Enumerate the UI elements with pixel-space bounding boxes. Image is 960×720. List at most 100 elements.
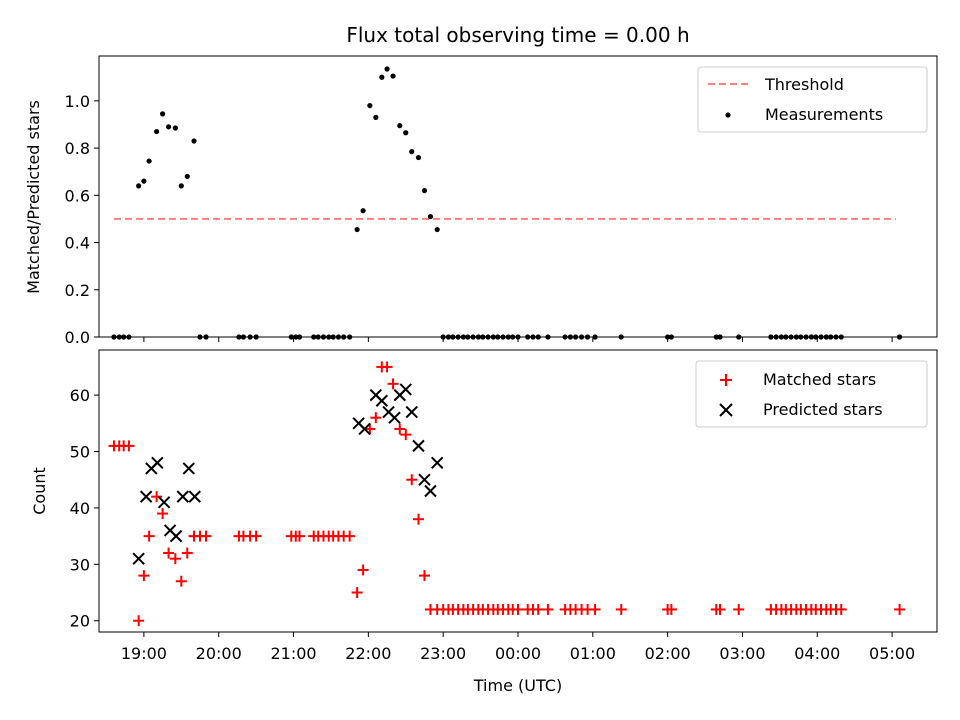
matched-star-marker: [512, 603, 524, 615]
bottom-y-tick-label: 20: [70, 612, 90, 631]
measurement-point: [341, 334, 347, 340]
matched-star-marker: [250, 530, 262, 542]
top-legend-box: [697, 66, 928, 133]
measurement-point: [445, 334, 452, 340]
predicted-star-marker: [412, 439, 425, 453]
matched-star-marker: [370, 412, 382, 424]
measurement-point: [803, 334, 809, 340]
measurement-point: [618, 334, 624, 340]
measurement-point: [191, 138, 197, 144]
measurement-point: [373, 114, 379, 120]
measurement-point: [236, 334, 242, 340]
matched-star-marker: [169, 553, 181, 565]
predicted-star-marker: [139, 490, 153, 503]
bottom-y-tick-label: 60: [70, 386, 90, 405]
top-y-tick-label: 1.0: [65, 92, 90, 111]
measurement-point: [736, 334, 742, 340]
measurement-point: [768, 334, 774, 340]
measurement-point: [515, 334, 521, 340]
matched-star-marker: [400, 429, 412, 441]
measurement-point: [172, 125, 178, 131]
matched-star-marker: [387, 378, 399, 390]
measurement-point: [178, 183, 184, 189]
matched-star-marker: [665, 603, 677, 615]
predicted-star-marker: [405, 405, 418, 419]
measurement-point: [335, 334, 342, 340]
measurement-point: [717, 334, 723, 340]
measurement-point: [293, 334, 299, 340]
legend-measurements-label: Measurements: [765, 105, 883, 124]
predicted-star-marker: [424, 484, 437, 498]
measurement-point: [823, 334, 829, 340]
bottom-y-axis-label: Count: [30, 467, 49, 515]
x-tick-label: 23:00: [420, 644, 466, 663]
measurement-point: [818, 334, 824, 340]
measurement-point: [141, 178, 147, 184]
top-y-tick-label: 0.0: [65, 328, 90, 347]
bottom-legend-box: [695, 360, 928, 428]
matched-star-marker: [143, 530, 155, 542]
matched-star-marker: [200, 530, 212, 542]
measurement-point: [668, 334, 674, 340]
measurement-point: [793, 334, 799, 340]
matched-star-marker: [381, 361, 393, 373]
predicted-star-marker: [176, 490, 190, 503]
measurement-point: [525, 334, 531, 340]
predicted-star-marker: [399, 383, 412, 396]
measurement-point: [288, 334, 294, 340]
measurement-point: [505, 334, 511, 340]
x-tick-label: 03:00: [719, 644, 765, 663]
measurement-point: [778, 334, 784, 340]
measurement-point: [788, 334, 794, 340]
measurement-point: [384, 66, 390, 72]
matched-star-marker: [394, 423, 406, 435]
measurement-point: [808, 334, 814, 340]
measurement-point: [320, 334, 327, 340]
measurement-point: [421, 187, 428, 194]
matched-star-marker: [835, 603, 847, 615]
measurement-point: [573, 334, 579, 340]
predicted-star-marker: [132, 552, 145, 565]
matched-star-marker: [532, 603, 544, 615]
measurement-point: [397, 123, 403, 129]
x-axis-label: Time (UTC): [473, 676, 562, 695]
matched-star-marker: [615, 603, 627, 615]
measurement-point: [126, 334, 132, 340]
measurement-point: [296, 334, 303, 340]
top-axes: 0.0 0.2 0.4 0.6 0.8 1.0 Matched/Predicted sta…: [24, 55, 938, 347]
legend-matched-swatch: [720, 374, 732, 386]
measurement-point: [326, 334, 332, 340]
measurement-point: [813, 334, 819, 340]
predicted-star-marker: [188, 490, 201, 503]
bottom-y-tick-label: 40: [70, 499, 90, 518]
measurement-point: [146, 158, 152, 164]
measurement-point: [562, 334, 568, 340]
measurement-point: [253, 334, 259, 340]
x-tick-label: 01:00: [570, 644, 616, 663]
top-y-tick-label: 0.2: [65, 281, 90, 300]
predicted-star-marker: [388, 411, 401, 424]
measurement-point: [116, 334, 122, 340]
measurement-point: [455, 334, 461, 340]
bottom-y-tick-label: 50: [70, 443, 90, 462]
predicted-star-marker: [418, 473, 431, 486]
matched-star-marker: [294, 530, 306, 542]
x-tick-label: 02:00: [645, 644, 691, 663]
matched-star-marker: [344, 530, 356, 542]
bottom-y-tick-label: 30: [70, 555, 90, 574]
measurement-point: [896, 334, 903, 340]
top-y-tick-label: 0.6: [65, 186, 90, 205]
top-y-tick-label: 0.8: [65, 139, 90, 158]
matched-star-marker: [133, 615, 145, 627]
measurement-point: [360, 208, 366, 214]
legend-predicted-label: Predicted stars: [763, 400, 883, 419]
measurement-point: [121, 334, 127, 340]
matched-star-marker: [418, 570, 430, 582]
measurement-point: [409, 149, 415, 155]
measurement-point: [465, 334, 471, 340]
predicted-star-marker: [169, 529, 183, 543]
measurement-point: [828, 334, 834, 340]
bottom-x-ticks: 19:00 20:00 21:00 22:00 23:00 00:00 01:00 02:00…: [121, 632, 915, 663]
measurement-point: [315, 334, 321, 340]
measurement-point: [240, 334, 247, 340]
